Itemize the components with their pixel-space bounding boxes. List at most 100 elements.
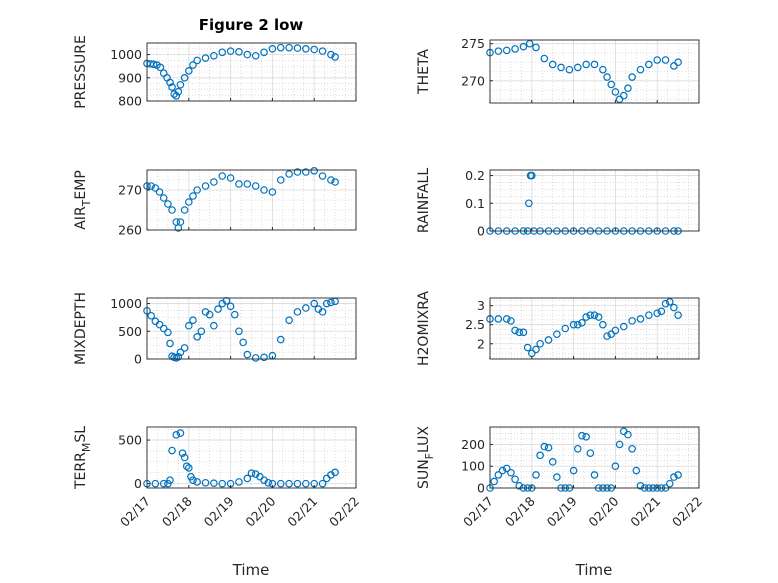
data-point xyxy=(226,302,235,311)
data-point xyxy=(665,479,674,488)
data-point xyxy=(498,466,507,475)
data-point xyxy=(611,326,620,335)
y-tick-label: 0.1 xyxy=(465,196,485,211)
data-point xyxy=(302,168,310,176)
data-point xyxy=(164,200,172,208)
data-point xyxy=(624,84,632,92)
data-point xyxy=(525,39,534,48)
data-point xyxy=(511,475,519,484)
data-point xyxy=(619,322,628,331)
y-tick-label: 275 xyxy=(461,36,485,51)
data-point xyxy=(327,176,335,184)
data-point xyxy=(164,328,172,337)
data-point xyxy=(590,311,599,319)
data-point xyxy=(210,51,218,60)
data-point xyxy=(210,178,218,186)
data-point xyxy=(515,328,524,337)
data-point xyxy=(561,324,570,333)
data-point xyxy=(235,327,243,336)
x-axis-label-right: Time xyxy=(575,561,613,579)
data-point xyxy=(276,479,285,488)
data-point xyxy=(665,298,674,306)
data-point xyxy=(185,67,193,75)
data-point xyxy=(582,313,590,321)
data-point xyxy=(494,47,503,55)
data-point xyxy=(205,310,214,319)
data-point xyxy=(172,431,181,439)
data-point xyxy=(507,317,515,325)
data-point xyxy=(553,473,561,481)
y-tick-label: 270 xyxy=(118,183,142,198)
data-point xyxy=(573,320,582,329)
data-point xyxy=(147,311,155,320)
data-point xyxy=(185,198,193,206)
data-point xyxy=(523,343,532,352)
data-point xyxy=(590,471,599,479)
data-point xyxy=(318,172,327,180)
data-point xyxy=(310,299,319,308)
data-point xyxy=(226,47,235,55)
subplot-1: 800 900 1000 PRESSURE xyxy=(73,35,357,109)
data-point xyxy=(573,63,582,72)
data-point xyxy=(318,47,327,55)
subplot-6: 2 2.5 3 H2OMIXRA xyxy=(416,291,700,366)
data-point xyxy=(180,206,189,214)
axes-box xyxy=(146,42,357,102)
y-axis-label: MIXDEPTH xyxy=(73,292,89,365)
data-point xyxy=(226,174,235,182)
data-point xyxy=(578,431,586,440)
data-point xyxy=(611,462,620,471)
data-point xyxy=(302,304,310,312)
data-point xyxy=(318,479,327,488)
data-point xyxy=(624,430,632,439)
data-point xyxy=(176,429,185,437)
data-point xyxy=(494,315,503,323)
data-point xyxy=(603,73,611,81)
y-axis-label: H2OMIXRA xyxy=(416,291,432,366)
data-point xyxy=(159,194,168,202)
data-point xyxy=(557,63,565,72)
data-point xyxy=(544,443,553,452)
data-point xyxy=(260,186,268,194)
data-point xyxy=(251,354,260,362)
data-point xyxy=(168,83,176,91)
data-point xyxy=(544,336,553,344)
data-point xyxy=(674,471,682,479)
data-point xyxy=(264,478,273,487)
data-point xyxy=(151,184,160,192)
data-point xyxy=(628,73,636,81)
y-tick-label: 900 xyxy=(118,70,142,85)
data-point xyxy=(176,80,185,89)
y-axis-label: RAINFALL xyxy=(416,168,432,233)
data-point xyxy=(218,48,227,57)
data-point xyxy=(636,315,645,323)
data-point xyxy=(201,182,210,190)
data-point xyxy=(302,44,310,53)
data-point xyxy=(174,87,183,96)
data-point xyxy=(193,186,201,194)
y-axis-label: TERRMSL xyxy=(73,426,93,490)
data-point xyxy=(532,471,540,479)
subplot-5: 0 500 1000 MIXDEPTH xyxy=(73,292,357,367)
data-point xyxy=(661,56,670,64)
y-axis-label: AIRTEMP xyxy=(73,170,93,230)
data-point xyxy=(519,328,528,337)
data-point xyxy=(653,56,662,64)
data-point xyxy=(285,316,293,324)
y-tick-label: 3 xyxy=(477,298,485,313)
y-tick-label: 0 xyxy=(134,352,142,367)
data-point xyxy=(235,180,243,188)
data-point xyxy=(293,479,302,488)
data-point xyxy=(260,353,268,362)
data-point xyxy=(603,332,611,340)
data-point xyxy=(174,352,183,361)
axes-box xyxy=(489,169,700,232)
data-point xyxy=(201,478,210,487)
data-point xyxy=(628,444,636,453)
data-point xyxy=(149,60,158,69)
data-point xyxy=(159,479,168,488)
data-point xyxy=(327,50,335,59)
data-point xyxy=(189,316,197,324)
y-tick-label: 800 xyxy=(118,94,142,109)
